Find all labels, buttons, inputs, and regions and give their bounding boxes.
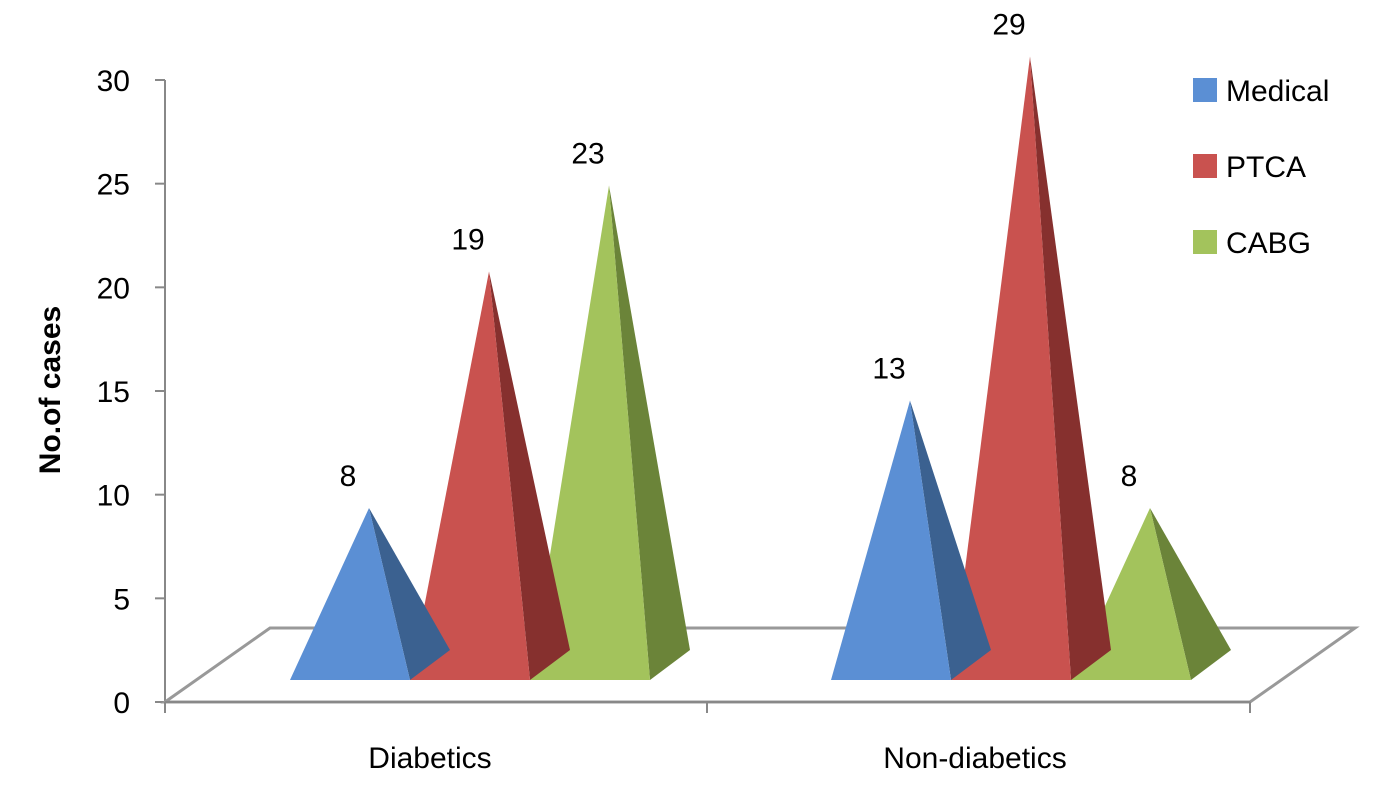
legend-swatch (1193, 78, 1217, 102)
pyramid-ptca (951, 56, 1071, 680)
x-tick-label: Non-diabetics (883, 742, 1066, 775)
y-tick-label: 25 (97, 169, 130, 202)
x-tick-label: Diabetics (368, 742, 491, 775)
pyramid-side-face (1030, 56, 1111, 680)
legend-label: CABG (1226, 227, 1311, 260)
pyramid-side-face (609, 185, 690, 680)
legend-swatch (1193, 230, 1217, 254)
data-label: 29 (992, 9, 1025, 42)
y-tick-label: 10 (97, 480, 130, 513)
chart-marks (290, 56, 1231, 680)
pyramid-ptca (410, 271, 530, 680)
legend-swatch (1193, 154, 1217, 178)
legend-label: PTCA (1226, 151, 1306, 184)
y-tick-label: 5 (113, 583, 130, 616)
pyramid-cabg (530, 185, 650, 680)
y-axis-label: No.of cases (34, 306, 67, 474)
pyramid-side-face (489, 271, 570, 680)
pyramid-side-face (1150, 508, 1231, 680)
data-label: 13 (872, 353, 905, 386)
data-label: 23 (571, 138, 604, 171)
legend-label: Medical (1226, 75, 1329, 108)
data-label: 8 (340, 460, 357, 493)
pyramid-side-face (910, 400, 991, 680)
pyramid-medical (831, 400, 951, 680)
y-tick-label: 15 (97, 376, 130, 409)
legend: Medical PTCA CABG (1193, 75, 1329, 260)
pyramid-medical (290, 508, 410, 680)
axes: 0 5 10 15 20 25 30 Diabetics Non-diabetics (97, 65, 1360, 775)
data-labels: 23 19 8 8 29 13 (340, 9, 1138, 494)
y-tick-label: 30 (97, 65, 130, 98)
pyramid-side-face (369, 508, 450, 680)
y-tick-label: 20 (97, 272, 130, 305)
y-tick-label: 0 (113, 687, 130, 720)
data-label: 19 (451, 224, 484, 257)
data-label: 8 (1121, 460, 1138, 493)
